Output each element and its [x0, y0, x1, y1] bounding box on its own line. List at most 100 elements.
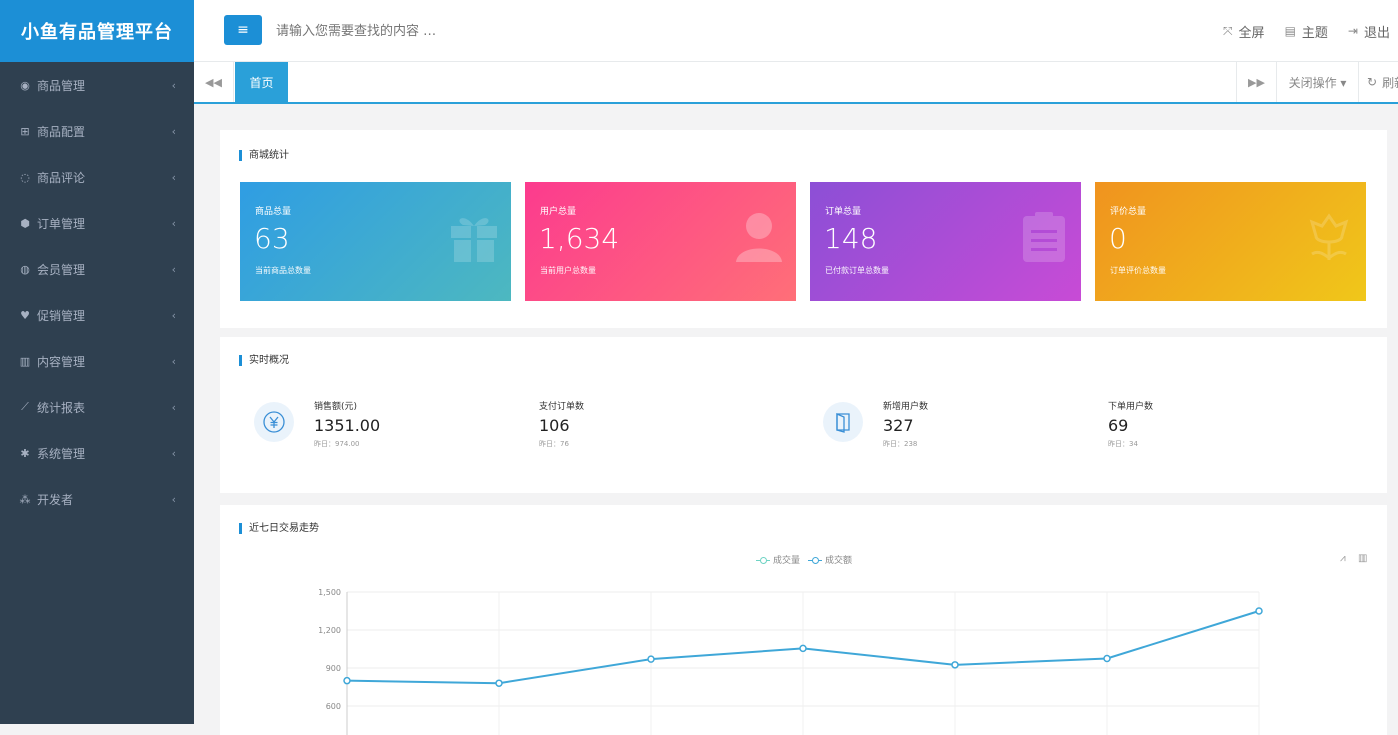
stat-card-subtitle: 订单评价总数量 [1110, 266, 1166, 275]
refresh-icon: ↻ [1367, 75, 1378, 89]
stat-card-subtitle: 当前用户总数量 [540, 266, 596, 275]
legend-label: 成交额 [825, 556, 853, 566]
sidebar-item-goods[interactable]: ◉ 商品管理 ‹ [0, 62, 194, 108]
chevron-left-icon: ‹ [171, 170, 176, 184]
realtime-yesterday: 昨日：238 [883, 440, 918, 448]
sidebar-item-members[interactable]: ◍ 会员管理 ‹ [0, 246, 194, 292]
book-icon: ▥ [19, 354, 31, 368]
chevron-left-icon: ‹ [171, 492, 176, 506]
sidebar-item-label: 会员管理 [37, 262, 86, 277]
realtime-value: 106 [539, 416, 570, 435]
theme-button[interactable]: ▤ 主题 [1285, 22, 1328, 41]
forward-icon: ▶▶ [1248, 75, 1265, 89]
chevron-left-icon: ‹ [171, 216, 176, 230]
menu-icon: ≡ [237, 22, 249, 38]
sidebar-item-goods-config[interactable]: ⊞ 商品配置 ‹ [0, 108, 194, 154]
data-point[interactable] [647, 655, 655, 663]
tab-scroll-left-button[interactable]: ◀◀ [194, 62, 234, 102]
realtime-new-users: 新增用户数 327 昨日：238 [883, 399, 928, 449]
refresh-label: 刷新 [1382, 75, 1398, 90]
realtime-title: 实时概况 [239, 355, 289, 366]
realtime-label: 销售额(元) [314, 402, 358, 412]
tab-scroll-right-button[interactable]: ▶▶ [1236, 62, 1276, 102]
data-point[interactable] [1255, 607, 1263, 615]
close-operations-dropdown[interactable]: 关闭操作 ▾ [1276, 62, 1358, 102]
data-point[interactable] [343, 676, 351, 685]
search-input[interactable] [276, 16, 676, 46]
realtime-yesterday: 昨日：974.00 [314, 440, 360, 448]
user-icon [736, 213, 782, 262]
sign-out-icon: ⇥ [1347, 24, 1358, 38]
heartbeat-icon: ♥ [20, 308, 30, 322]
header-actions: ⤧ 全屏 ▤ 主题 ⇥ 退出 [1203, 0, 1390, 62]
chart-legend: 成交量 成交额 [756, 553, 860, 566]
theme-icon: ▤ [1284, 24, 1296, 38]
sidebar-item-system[interactable]: ✱ 系统管理 ‹ [0, 430, 194, 476]
stat-card-subtitle: 当前商品总数量 [255, 266, 311, 275]
y-tick-label: 1,500 [318, 588, 341, 597]
gift-icon [451, 218, 497, 262]
theme-label: 主题 [1301, 25, 1328, 41]
logout-button[interactable]: ⇥ 退出 [1348, 22, 1390, 41]
trend-panel: 近七日交易走势 成交量 成交额 ⩘ ▥ 1,500 1,200 900 600 [220, 505, 1387, 735]
sidebar-item-orders[interactable]: ⬢ 订单管理 ‹ [0, 200, 194, 246]
door-icon [823, 402, 863, 442]
realtime-panel: 实时概况 销售额(元) 1351.00 昨日：974.00 支付订单数 106 … [220, 337, 1387, 493]
sidebar: 小鱼有品管理平台 ◉ 商品管理 ‹ ⊞ 商品配置 ‹ ◌ 商品评论 ‹ ⬢ 订单管理 ‹ ◍ 会员… [0, 0, 194, 724]
legend-item[interactable]: 成交额 [808, 553, 852, 566]
sidebar-item-label: 统计报表 [37, 400, 86, 415]
stat-card-label: 用户总量 [540, 207, 577, 217]
stat-card-value: 0 [1109, 222, 1127, 255]
stat-card-reviews: 评价总量 0 订单评价总数量 [1095, 182, 1366, 301]
legend-marker [756, 556, 770, 564]
sidebar-item-label: 促销管理 [37, 308, 86, 323]
stat-card-label: 订单总量 [825, 207, 862, 217]
comments-icon: ◌ [20, 170, 30, 184]
chevron-left-icon: ‹ [171, 262, 176, 276]
bar-chart-toggle-icon[interactable]: ▥ [1358, 553, 1368, 564]
line-chart-icon: ⟋ [21, 400, 29, 413]
sidebar-item-reports[interactable]: ⟋ 统计报表 ‹ [0, 384, 194, 430]
realtime-label: 支付订单数 [539, 402, 585, 412]
sidebar-item-label: 商品管理 [37, 78, 86, 93]
sidebar-item-content[interactable]: ▥ 内容管理 ‹ [0, 338, 194, 384]
stat-card-value: 148 [824, 222, 878, 255]
fullscreen-button[interactable]: ⤧ 全屏 [1223, 22, 1265, 41]
sidebar-menu: ◉ 商品管理 ‹ ⊞ 商品配置 ‹ ◌ 商品评论 ‹ ⬢ 订单管理 ‹ ◍ 会员管理 ‹ ♥ 促销管理… [0, 62, 194, 522]
flower-icon [1309, 213, 1349, 260]
data-point[interactable] [951, 661, 959, 669]
legend-item[interactable]: 成交量 [756, 553, 800, 566]
chevron-left-icon: ‹ [171, 354, 176, 368]
realtime-label: 下单用户数 [1108, 402, 1154, 412]
sidebar-toggle-button[interactable]: ≡ [224, 15, 262, 45]
data-point[interactable] [495, 679, 503, 687]
realtime-sales: 销售额(元) 1351.00 昨日：974.00 [314, 399, 380, 449]
y-tick-label: 1,200 [318, 626, 341, 635]
legend-label: 成交量 [773, 556, 801, 566]
refresh-button[interactable]: ↻ 刷新 [1358, 62, 1398, 102]
stat-card-users: 用户总量 1,634 当前用户总数量 [525, 182, 796, 301]
sidebar-item-comments[interactable]: ◌ 商品评论 ‹ [0, 154, 194, 200]
sidebar-item-promotion[interactable]: ♥ 促销管理 ‹ [0, 292, 194, 338]
chevron-left-icon: ‹ [171, 308, 176, 322]
chevron-left-icon: ‹ [171, 400, 176, 414]
tab-home[interactable]: 首页 [235, 62, 288, 102]
box-icon: ⬢ [20, 216, 30, 230]
backward-icon: ◀◀ [205, 75, 222, 89]
fullscreen-label: 全屏 [1238, 25, 1265, 41]
cube-icon: ◉ [20, 78, 30, 92]
chevron-left-icon: ‹ [171, 446, 176, 460]
realtime-yesterday: 昨日：34 [1108, 440, 1138, 448]
store-stats-title: 商城统计 [239, 150, 289, 161]
data-point[interactable] [799, 644, 807, 653]
sidebar-item-developer[interactable]: ⁂ 开发者 ‹ [0, 476, 194, 522]
sidebar-item-label: 商品配置 [37, 124, 86, 139]
realtime-value: 327 [883, 416, 914, 435]
data-point[interactable] [1103, 654, 1111, 663]
cart-icon: ⊞ [20, 124, 30, 138]
gear-icon: ✱ [20, 446, 30, 460]
stat-card-label: 商品总量 [255, 207, 292, 217]
stat-card-value: 63 [254, 222, 290, 255]
realtime-yesterday: 昨日：76 [539, 440, 569, 448]
line-chart-toggle-icon[interactable]: ⩘ [1340, 553, 1346, 564]
